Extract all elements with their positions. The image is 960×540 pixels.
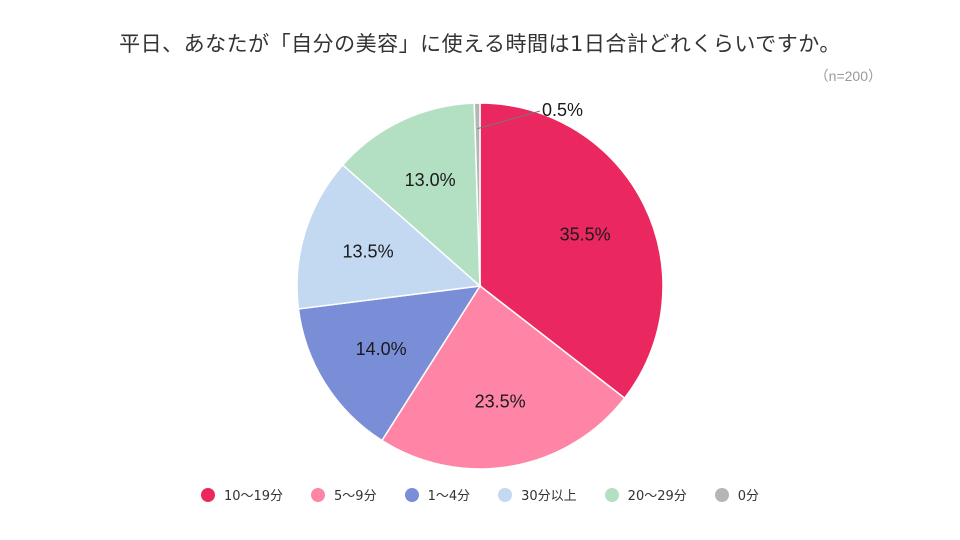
chart-legend: 10〜19分 5〜9分 1〜4分 30分以上 20〜29分 0分 xyxy=(0,485,960,504)
legend-swatch xyxy=(604,487,619,502)
slice-value-label: 14.0% xyxy=(356,339,407,359)
slice-value-label: 13.0% xyxy=(405,170,456,190)
pie-slice-10-to-19min xyxy=(479,102,664,400)
slice-value-label: 23.5% xyxy=(475,391,526,411)
legend-label: 5〜9分 xyxy=(334,489,377,504)
legend-swatch xyxy=(714,487,729,502)
legend-swatch xyxy=(311,487,326,502)
pie-slice-0min xyxy=(473,102,481,287)
legend-label: 30分以上 xyxy=(521,489,577,504)
legend-swatch xyxy=(404,487,419,502)
pie-slice-1-to-4min xyxy=(297,285,482,442)
pie-slice-30min-plus xyxy=(296,163,482,310)
pie-slice-5-to-9min xyxy=(380,284,626,470)
legend-swatch xyxy=(498,487,513,502)
legend-item-10-to-19min: 10〜19分 xyxy=(200,485,284,504)
legend-label: 20〜29分 xyxy=(627,489,687,504)
legend-item-0min: 0分 xyxy=(714,485,760,504)
legend-item-1-to-4min: 1〜4分 xyxy=(404,485,471,504)
legend-item-30min-plus: 30分以上 xyxy=(498,485,577,504)
slice-value-label: 0.5% xyxy=(542,100,583,120)
legend-label: 10〜19分 xyxy=(223,489,284,504)
leader-lines xyxy=(477,110,541,130)
leader-line xyxy=(477,110,541,130)
legend-label: 1〜4分 xyxy=(427,489,471,504)
chart-title: 平日、あなたが「自分の美容」に使える時間は1日合計どれくらいですか。 xyxy=(119,32,841,56)
sample-size-note: （n=200） xyxy=(814,68,882,84)
pie-slices xyxy=(296,102,664,470)
legend-item-5-to-9min: 5〜9分 xyxy=(311,485,377,504)
slice-labels: 35.5% 23.5% 14.0% 13.5% 13.0% 0.5% xyxy=(343,100,611,411)
slice-value-label: 13.5% xyxy=(343,242,394,262)
slice-value-label: 35.5% xyxy=(560,224,611,244)
legend-item-20-to-29min: 20〜29分 xyxy=(604,485,687,504)
pie-slice-20-to-29min xyxy=(341,102,481,288)
legend-swatch xyxy=(200,487,215,502)
legend-label: 0分 xyxy=(737,489,760,504)
